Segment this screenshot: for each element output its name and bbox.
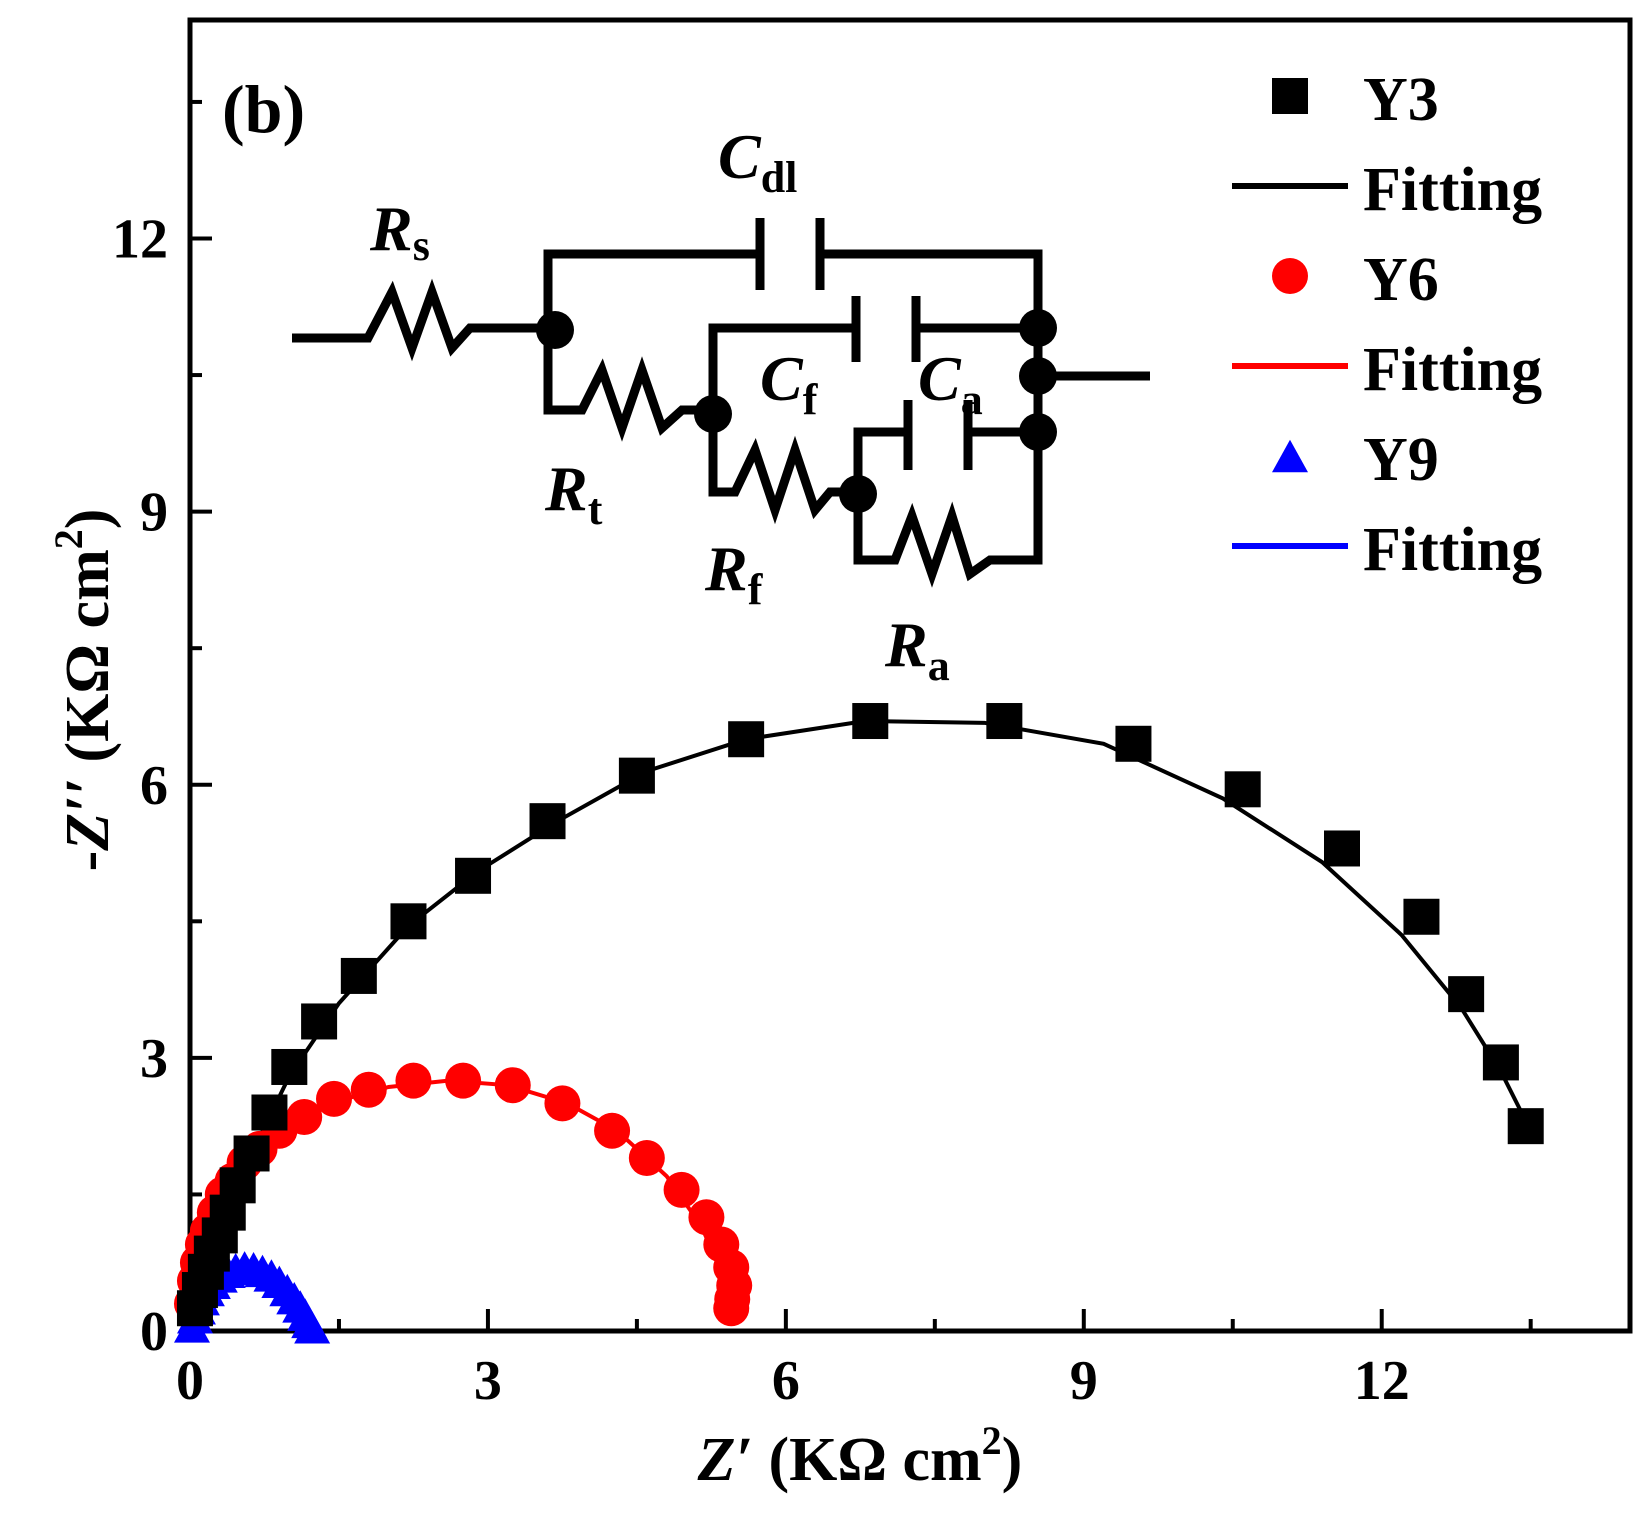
y-tick-label: 6 <box>140 755 168 817</box>
label-Cdl: Cdl <box>718 121 797 202</box>
point-Y3 <box>1482 1044 1519 1081</box>
legend-label: Fitting <box>1363 156 1542 224</box>
circuit-nodes <box>536 309 1057 513</box>
y-tick-labels: 0 3 6 9 12 <box>112 209 168 1364</box>
plot-frame <box>187 17 1633 1334</box>
legend-label: Y9 <box>1363 426 1439 494</box>
point-Y6 <box>350 1071 387 1108</box>
point-Y3 <box>1115 725 1152 762</box>
x-tick-label: 6 <box>772 1350 800 1412</box>
axis-ticks <box>188 99 1533 1333</box>
legend-label: Fitting <box>1363 336 1542 404</box>
x-axis-label: Z′ (KΩ cm2) <box>697 1418 1023 1494</box>
point-Y6 <box>713 1290 750 1327</box>
label-Ra: Ra <box>884 609 950 690</box>
point-Y3 <box>529 803 566 840</box>
label-Cf: Cf <box>760 343 819 424</box>
y-tick-label: 3 <box>140 1028 168 1090</box>
data-markers <box>173 703 1544 1344</box>
point-Y3 <box>1224 771 1261 808</box>
x-tick-label: 0 <box>176 1350 204 1412</box>
point-Y3 <box>233 1135 270 1172</box>
legend-marker-Y3 <box>1272 78 1308 114</box>
y-tick-label: 0 <box>140 1301 168 1363</box>
point-Y3 <box>1448 976 1485 1013</box>
capacitor-plates <box>755 218 973 470</box>
label-Ca: Ca <box>918 343 983 424</box>
point-Y3 <box>1403 898 1440 935</box>
point-Y6 <box>544 1085 581 1122</box>
point-Y6 <box>594 1112 631 1149</box>
legend-marker-Y6 <box>1272 258 1308 294</box>
point-Y6 <box>316 1080 352 1117</box>
y-tick-label: 9 <box>140 482 168 544</box>
point-Y6 <box>395 1062 432 1099</box>
equivalent-circuit <box>292 218 1150 588</box>
legend-label: Y3 <box>1363 66 1439 134</box>
point-Y3 <box>728 721 765 758</box>
y-axis-label: -Z′′ (KΩ cm2) <box>46 509 122 872</box>
point-Y3 <box>618 757 655 794</box>
legend-label: Fitting <box>1363 516 1542 584</box>
point-Y3 <box>340 957 377 994</box>
point-Y3 <box>986 703 1023 740</box>
point-Y6 <box>445 1062 482 1099</box>
x-tick-label: 3 <box>474 1350 502 1412</box>
legend-label: Y6 <box>1363 246 1439 314</box>
point-Y3 <box>271 1048 308 1085</box>
label-Rf: Rf <box>704 533 764 614</box>
panel-label: (b) <box>222 71 305 147</box>
point-Y6 <box>494 1067 531 1104</box>
point-Y6 <box>663 1171 700 1208</box>
x-tick-labels: 0 3 6 9 12 <box>176 1350 1410 1412</box>
fit-lines <box>188 719 1533 1332</box>
point-Y6 <box>688 1199 725 1236</box>
y-tick-label: 12 <box>112 209 168 271</box>
point-Y3 <box>219 1167 256 1204</box>
circuit-labels: Rs Cdl Cf Ca Rt Rf Ra <box>369 121 983 690</box>
point-Y6 <box>628 1140 665 1177</box>
label-Rt: Rt <box>544 453 603 534</box>
point-Y9 <box>294 1311 331 1344</box>
point-Y3 <box>301 1003 338 1040</box>
label-Rs: Rs <box>369 193 430 270</box>
x-tick-label: 9 <box>1070 1350 1098 1412</box>
point-Y3 <box>1507 1108 1544 1145</box>
x-tick-label: 12 <box>1354 1350 1410 1412</box>
point-Y3 <box>1324 830 1360 867</box>
point-Y3 <box>455 857 492 894</box>
point-Y6 <box>286 1099 323 1136</box>
legend: Y3 Fitting Y6 Fitting Y9 Fitting <box>1232 66 1542 584</box>
point-Y3 <box>251 1094 288 1131</box>
legend-marker-Y9 <box>1272 439 1308 473</box>
fit-line-Y3 <box>188 719 1533 1332</box>
point-Y3 <box>852 703 889 740</box>
point-Y3 <box>390 903 427 940</box>
